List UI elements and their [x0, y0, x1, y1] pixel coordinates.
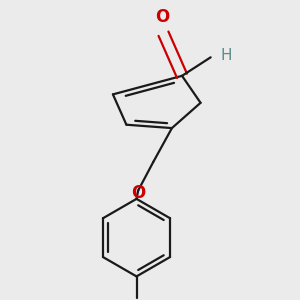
Text: O: O — [155, 8, 169, 26]
Text: H: H — [221, 48, 232, 63]
Text: O: O — [131, 184, 145, 202]
